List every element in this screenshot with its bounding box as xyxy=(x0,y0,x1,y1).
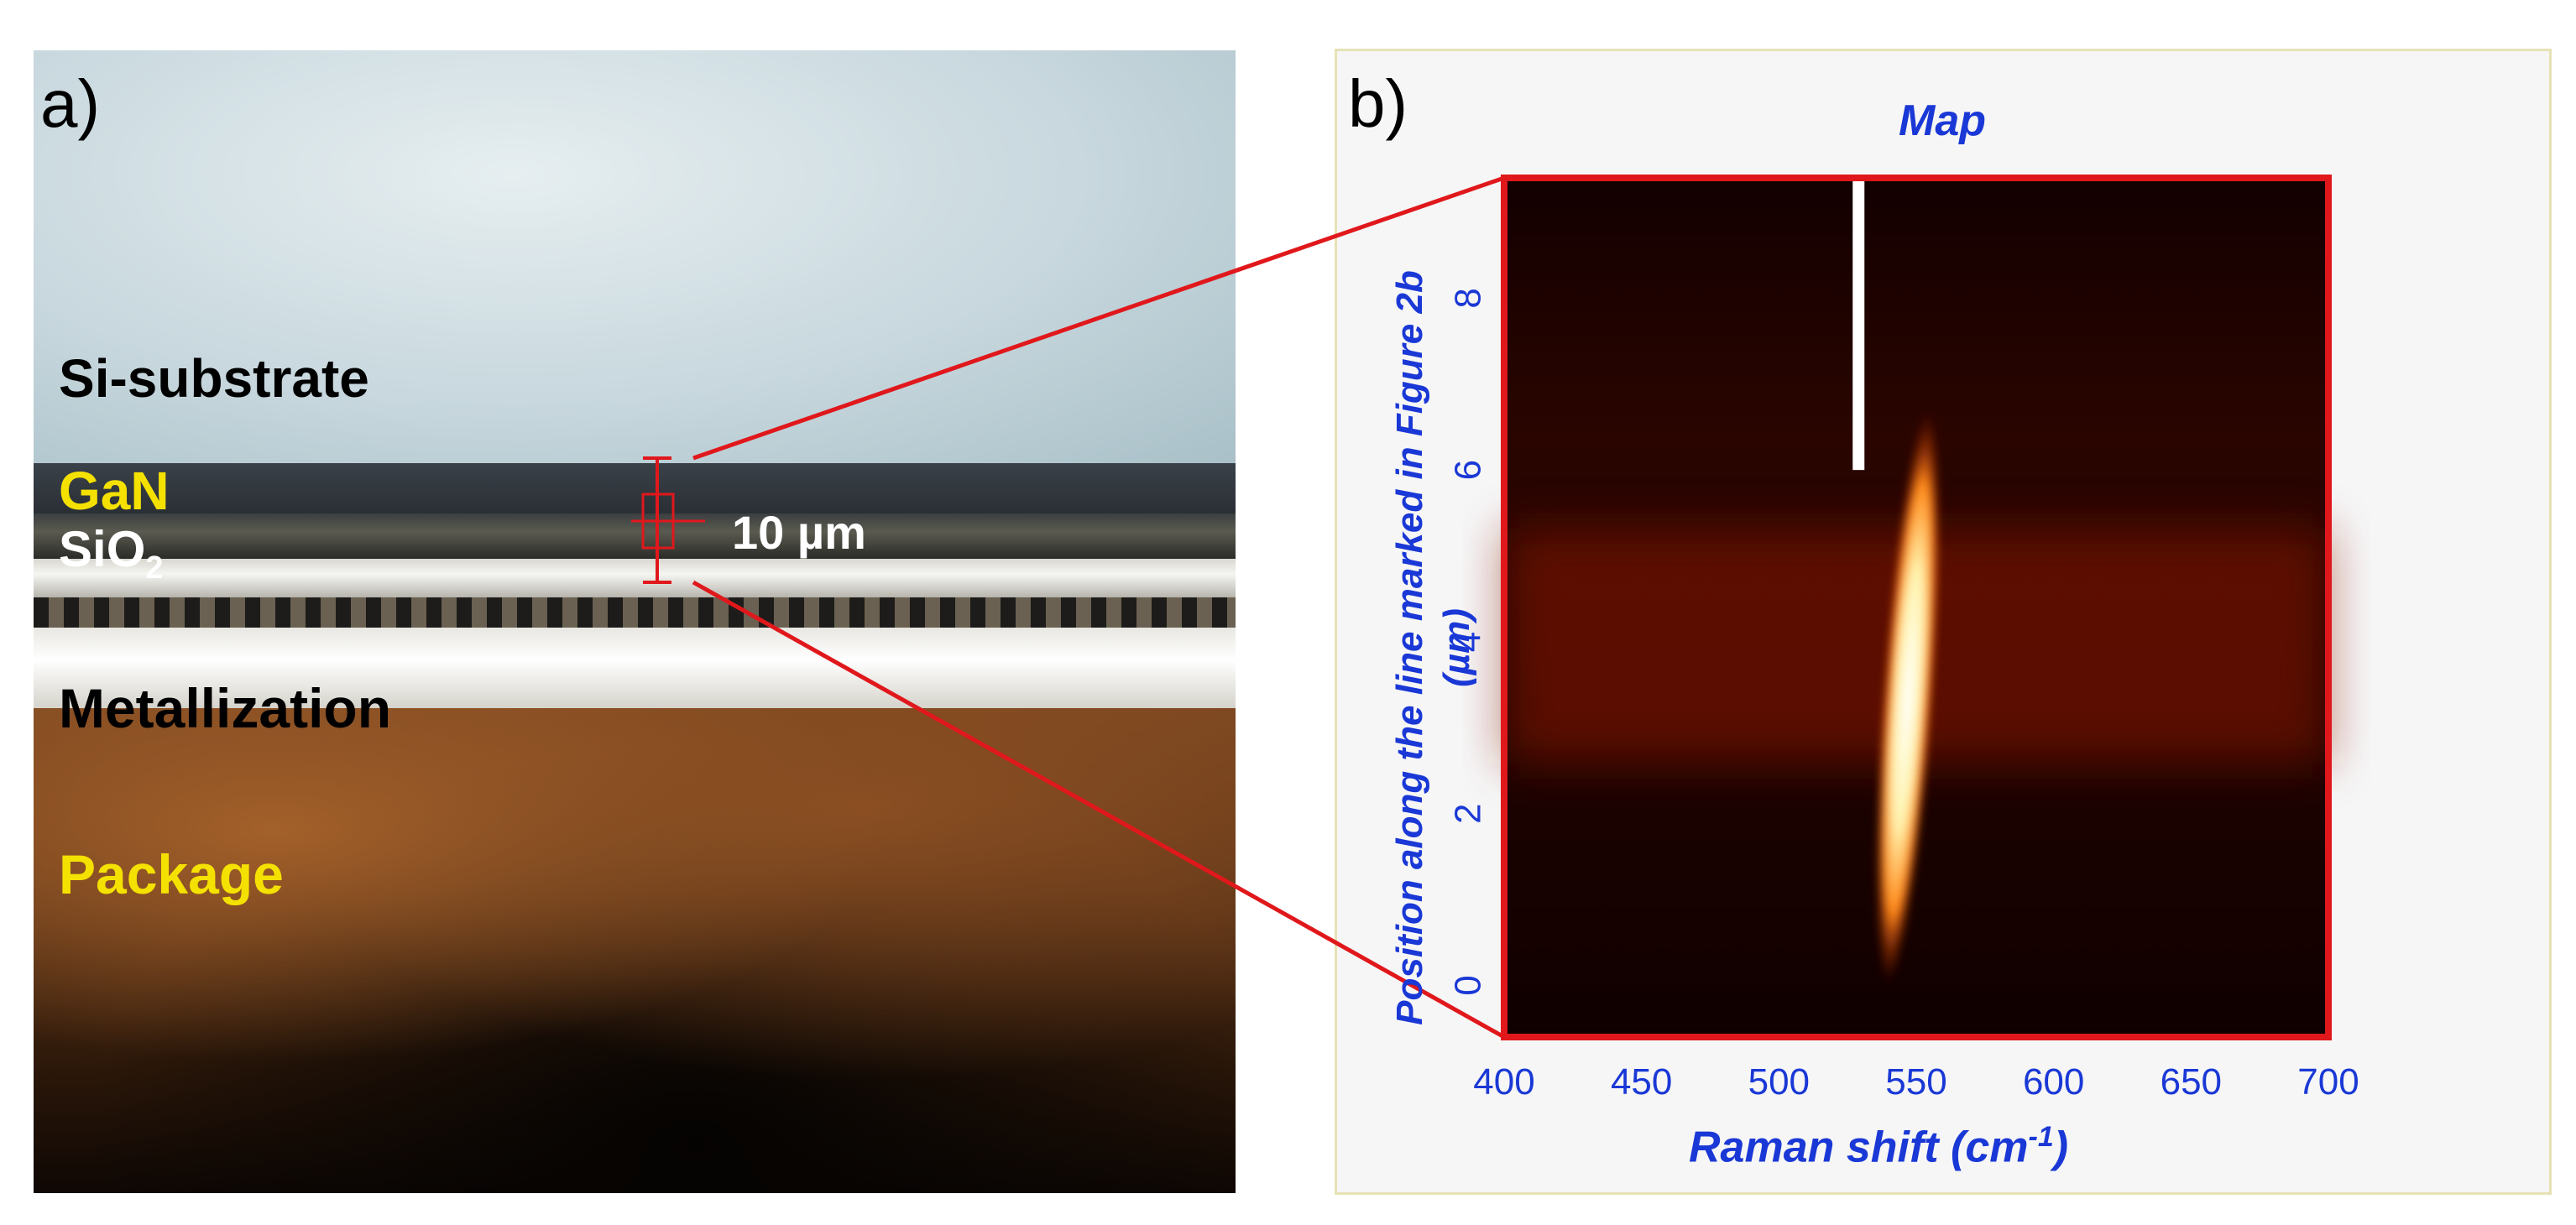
si-substrate-region xyxy=(34,50,1236,463)
x-tick-label: 650 xyxy=(2161,1061,2222,1102)
sio2-label: SiO2 xyxy=(59,520,164,586)
metal-interface-pattern xyxy=(34,597,1236,628)
x-tick-label: 550 xyxy=(1885,1061,1946,1102)
panel-a-label: a) xyxy=(40,66,101,141)
panel-b-label: b) xyxy=(1348,66,1408,141)
y-tick-label: 0 xyxy=(1448,975,1489,995)
package-region xyxy=(34,708,1236,1193)
y-axis-label-line1: Position along the line marked in Figure… xyxy=(1389,270,1430,1025)
sio2-label-base: SiO xyxy=(59,521,146,577)
y-tick-label: 2 xyxy=(1448,804,1489,824)
metal-stripe-top xyxy=(34,559,1236,597)
scale-bar-label: 10 µm xyxy=(732,506,866,559)
sio2-label-subscript: 2 xyxy=(145,550,164,586)
x-axis-label-main: Raman shift (cm xyxy=(1689,1123,2029,1172)
y-axis-label-line2: (µm) xyxy=(1436,608,1477,687)
x-tick-label: 400 xyxy=(1473,1061,1534,1102)
package-label: Package xyxy=(59,843,284,905)
gan-layer-region xyxy=(34,463,1236,513)
measurement-marker xyxy=(631,456,705,584)
connector-line-top xyxy=(692,175,1505,461)
x-axis-label-superscript: -1 xyxy=(2028,1121,2054,1153)
x-axis-label: Raman shift (cm-1) xyxy=(1689,1121,2068,1172)
micrograph-panel xyxy=(34,50,1236,1193)
metallization-label: Metallization xyxy=(59,677,392,739)
raman-peak-streak xyxy=(1875,410,1941,985)
chart-title: Map xyxy=(1899,96,1986,145)
y-axis-label: Position along the line marked in Figure… xyxy=(1387,161,1481,1134)
x-tick-label: 600 xyxy=(2023,1061,2084,1102)
raman-peak-streak xyxy=(1852,178,1865,471)
x-tick-label: 500 xyxy=(1748,1061,1810,1102)
y-tick-label: 8 xyxy=(1448,288,1489,308)
si-substrate-label: Si-substrate xyxy=(59,348,369,409)
x-axis-label-close: ) xyxy=(2053,1123,2069,1172)
heatmap-frame xyxy=(1501,175,2332,1040)
y-tick-label: 6 xyxy=(1448,460,1489,480)
connector-line-bottom xyxy=(692,580,1506,1040)
metallization-region xyxy=(34,628,1236,708)
gan-label: GaN xyxy=(59,461,170,521)
x-tick-label: 700 xyxy=(2297,1061,2359,1102)
y-tick-label: 4 xyxy=(1448,632,1489,652)
x-tick-label: 450 xyxy=(1611,1061,1672,1102)
